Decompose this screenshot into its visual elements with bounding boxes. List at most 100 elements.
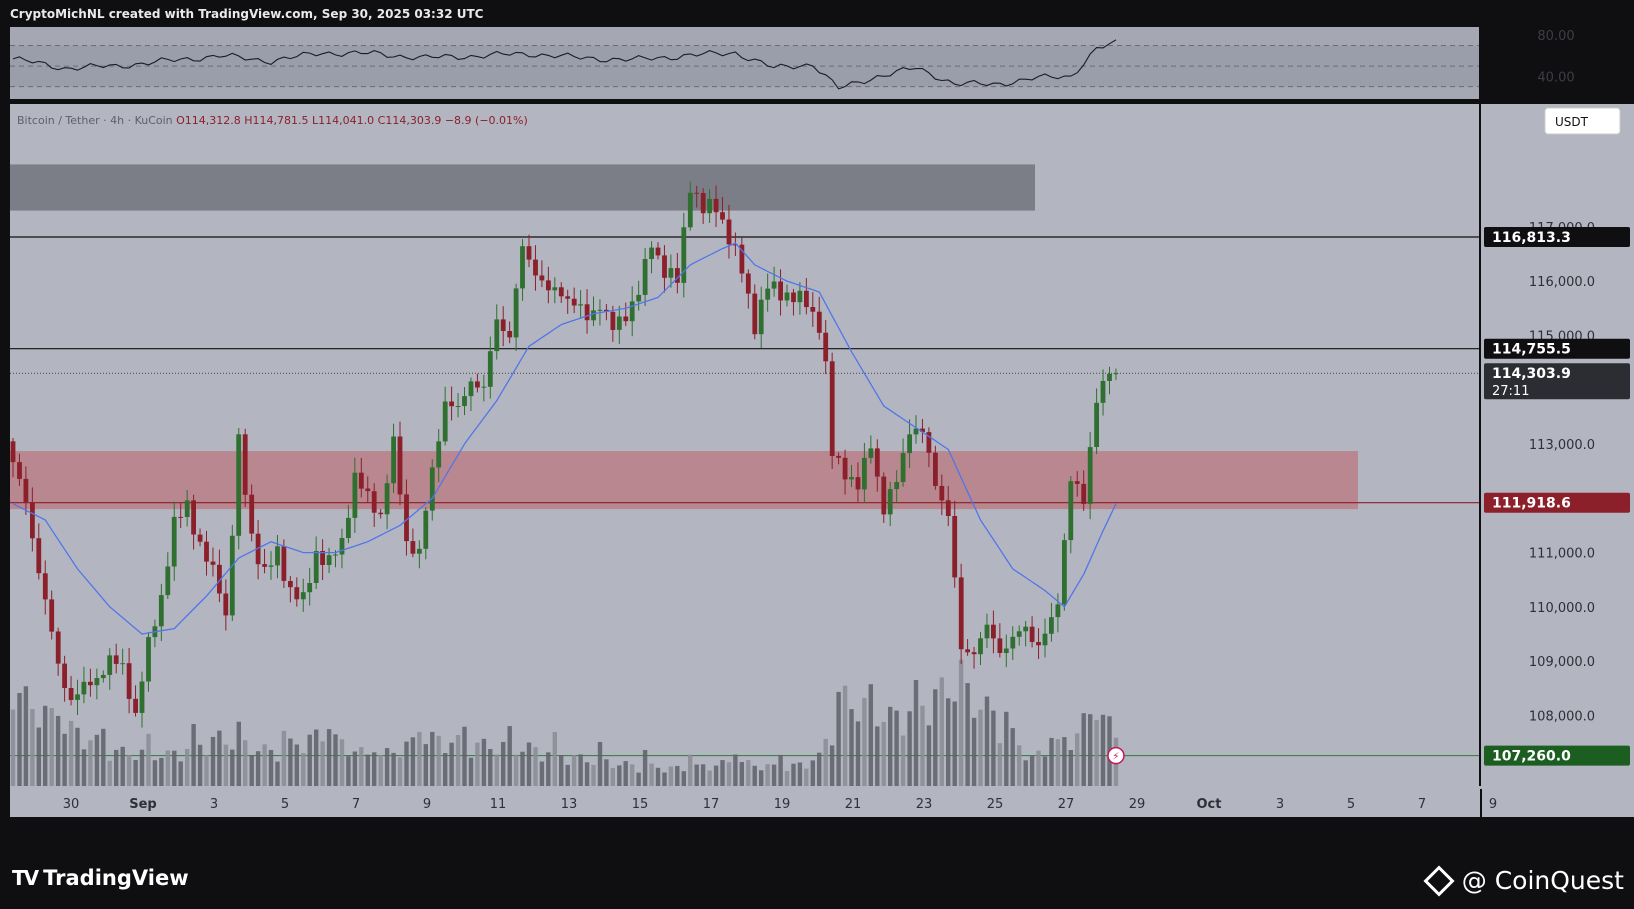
candle[interactable] (1087, 431, 1093, 520)
candle[interactable] (339, 528, 345, 569)
candle[interactable] (139, 671, 145, 728)
candle[interactable] (178, 503, 184, 529)
candle[interactable] (346, 504, 351, 544)
candle[interactable] (913, 415, 919, 444)
candle[interactable] (423, 507, 429, 560)
candle[interactable] (552, 277, 558, 304)
candle[interactable] (558, 282, 564, 303)
candle[interactable] (62, 655, 67, 702)
candle[interactable] (313, 536, 319, 589)
candle[interactable] (997, 623, 1003, 658)
candle[interactable] (836, 452, 841, 465)
candle[interactable] (971, 646, 977, 669)
candle[interactable] (526, 234, 532, 268)
candle[interactable] (907, 419, 912, 469)
candle[interactable] (849, 464, 854, 488)
candle[interactable] (1055, 593, 1061, 633)
price-axis[interactable]: 117,000.0116,000.0115,000.0113,000.0111,… (1482, 104, 1634, 789)
currency-button[interactable]: USDT (1544, 107, 1621, 135)
candle[interactable] (920, 418, 925, 444)
candle[interactable] (404, 479, 409, 556)
candle[interactable] (320, 539, 325, 581)
candle[interactable] (636, 280, 642, 311)
candle[interactable] (352, 457, 358, 533)
candle[interactable] (1081, 470, 1087, 512)
candle[interactable] (242, 428, 248, 508)
candle[interactable] (133, 685, 138, 717)
candle[interactable] (726, 204, 732, 259)
candle[interactable] (371, 483, 377, 527)
candle[interactable] (500, 306, 506, 347)
candle[interactable] (649, 241, 654, 274)
candle[interactable] (984, 613, 990, 648)
price-tag[interactable]: 116,813.3 (1484, 226, 1630, 247)
candle[interactable] (100, 670, 106, 683)
candle[interactable] (616, 305, 622, 344)
candle[interactable] (165, 552, 171, 599)
candle[interactable] (204, 530, 209, 576)
candle[interactable] (804, 278, 809, 315)
candle[interactable] (358, 457, 364, 498)
candle[interactable] (958, 563, 964, 664)
candle[interactable] (455, 393, 461, 418)
candle[interactable] (668, 254, 674, 288)
candle[interactable] (733, 232, 738, 257)
candle[interactable] (88, 668, 93, 697)
candle[interactable] (68, 675, 74, 706)
candle[interactable] (681, 212, 687, 298)
candle[interactable] (520, 239, 525, 301)
chart-background[interactable] (10, 104, 1634, 789)
price-axis-background[interactable] (1482, 104, 1634, 789)
candle[interactable] (507, 321, 513, 344)
candle[interactable] (1042, 618, 1048, 658)
candle[interactable] (565, 289, 571, 314)
candle[interactable] (55, 627, 61, 676)
candle[interactable] (1062, 533, 1067, 611)
candle[interactable] (700, 188, 706, 224)
time-axis-background[interactable] (10, 788, 1480, 818)
main-pane[interactable]: Bitcoin / Tether · 4h · KuCoin O114,312.… (10, 27, 1634, 789)
candle[interactable] (978, 631, 983, 666)
candle[interactable] (662, 245, 667, 293)
candle[interactable] (771, 266, 777, 297)
candle[interactable] (623, 302, 629, 327)
candle[interactable] (49, 590, 55, 640)
candle[interactable] (797, 282, 803, 315)
candle[interactable] (810, 292, 816, 327)
candle[interactable] (1029, 616, 1035, 648)
candle[interactable] (191, 494, 196, 550)
candle[interactable] (171, 501, 177, 581)
candle[interactable] (1036, 628, 1041, 660)
candle[interactable] (481, 374, 487, 402)
candle[interactable] (1023, 620, 1029, 647)
candle[interactable] (120, 648, 126, 675)
candle[interactable] (217, 549, 222, 603)
candle[interactable] (30, 487, 35, 552)
candle[interactable] (720, 197, 725, 224)
alert-lightning-icon[interactable]: ⚡ (1107, 746, 1125, 765)
candle[interactable] (300, 578, 306, 612)
candle[interactable] (1100, 369, 1106, 416)
candle[interactable] (184, 490, 190, 527)
candle[interactable] (694, 185, 700, 208)
candle[interactable] (1074, 471, 1080, 497)
candle[interactable] (197, 528, 203, 547)
candle[interactable] (229, 524, 235, 622)
candle[interactable] (675, 252, 680, 294)
price-tag[interactable]: 111,918.6 (1484, 492, 1630, 513)
candle[interactable] (36, 523, 42, 580)
candle[interactable] (107, 648, 113, 690)
candle[interactable] (281, 539, 287, 588)
candle[interactable] (945, 485, 951, 527)
candle[interactable] (539, 260, 545, 288)
candle[interactable] (442, 386, 448, 446)
candle[interactable] (629, 286, 635, 337)
candle[interactable] (410, 528, 416, 558)
candle[interactable] (642, 247, 648, 307)
candle[interactable] (829, 352, 835, 470)
candle[interactable] (739, 237, 745, 283)
candle[interactable] (745, 269, 751, 309)
candle[interactable] (758, 286, 764, 348)
time-axis[interactable]: 30 Sep 3 5 7 9 11 13 15 17 19 21 23 25 27 29 Oct 3 5 7 9 (10, 788, 1634, 819)
